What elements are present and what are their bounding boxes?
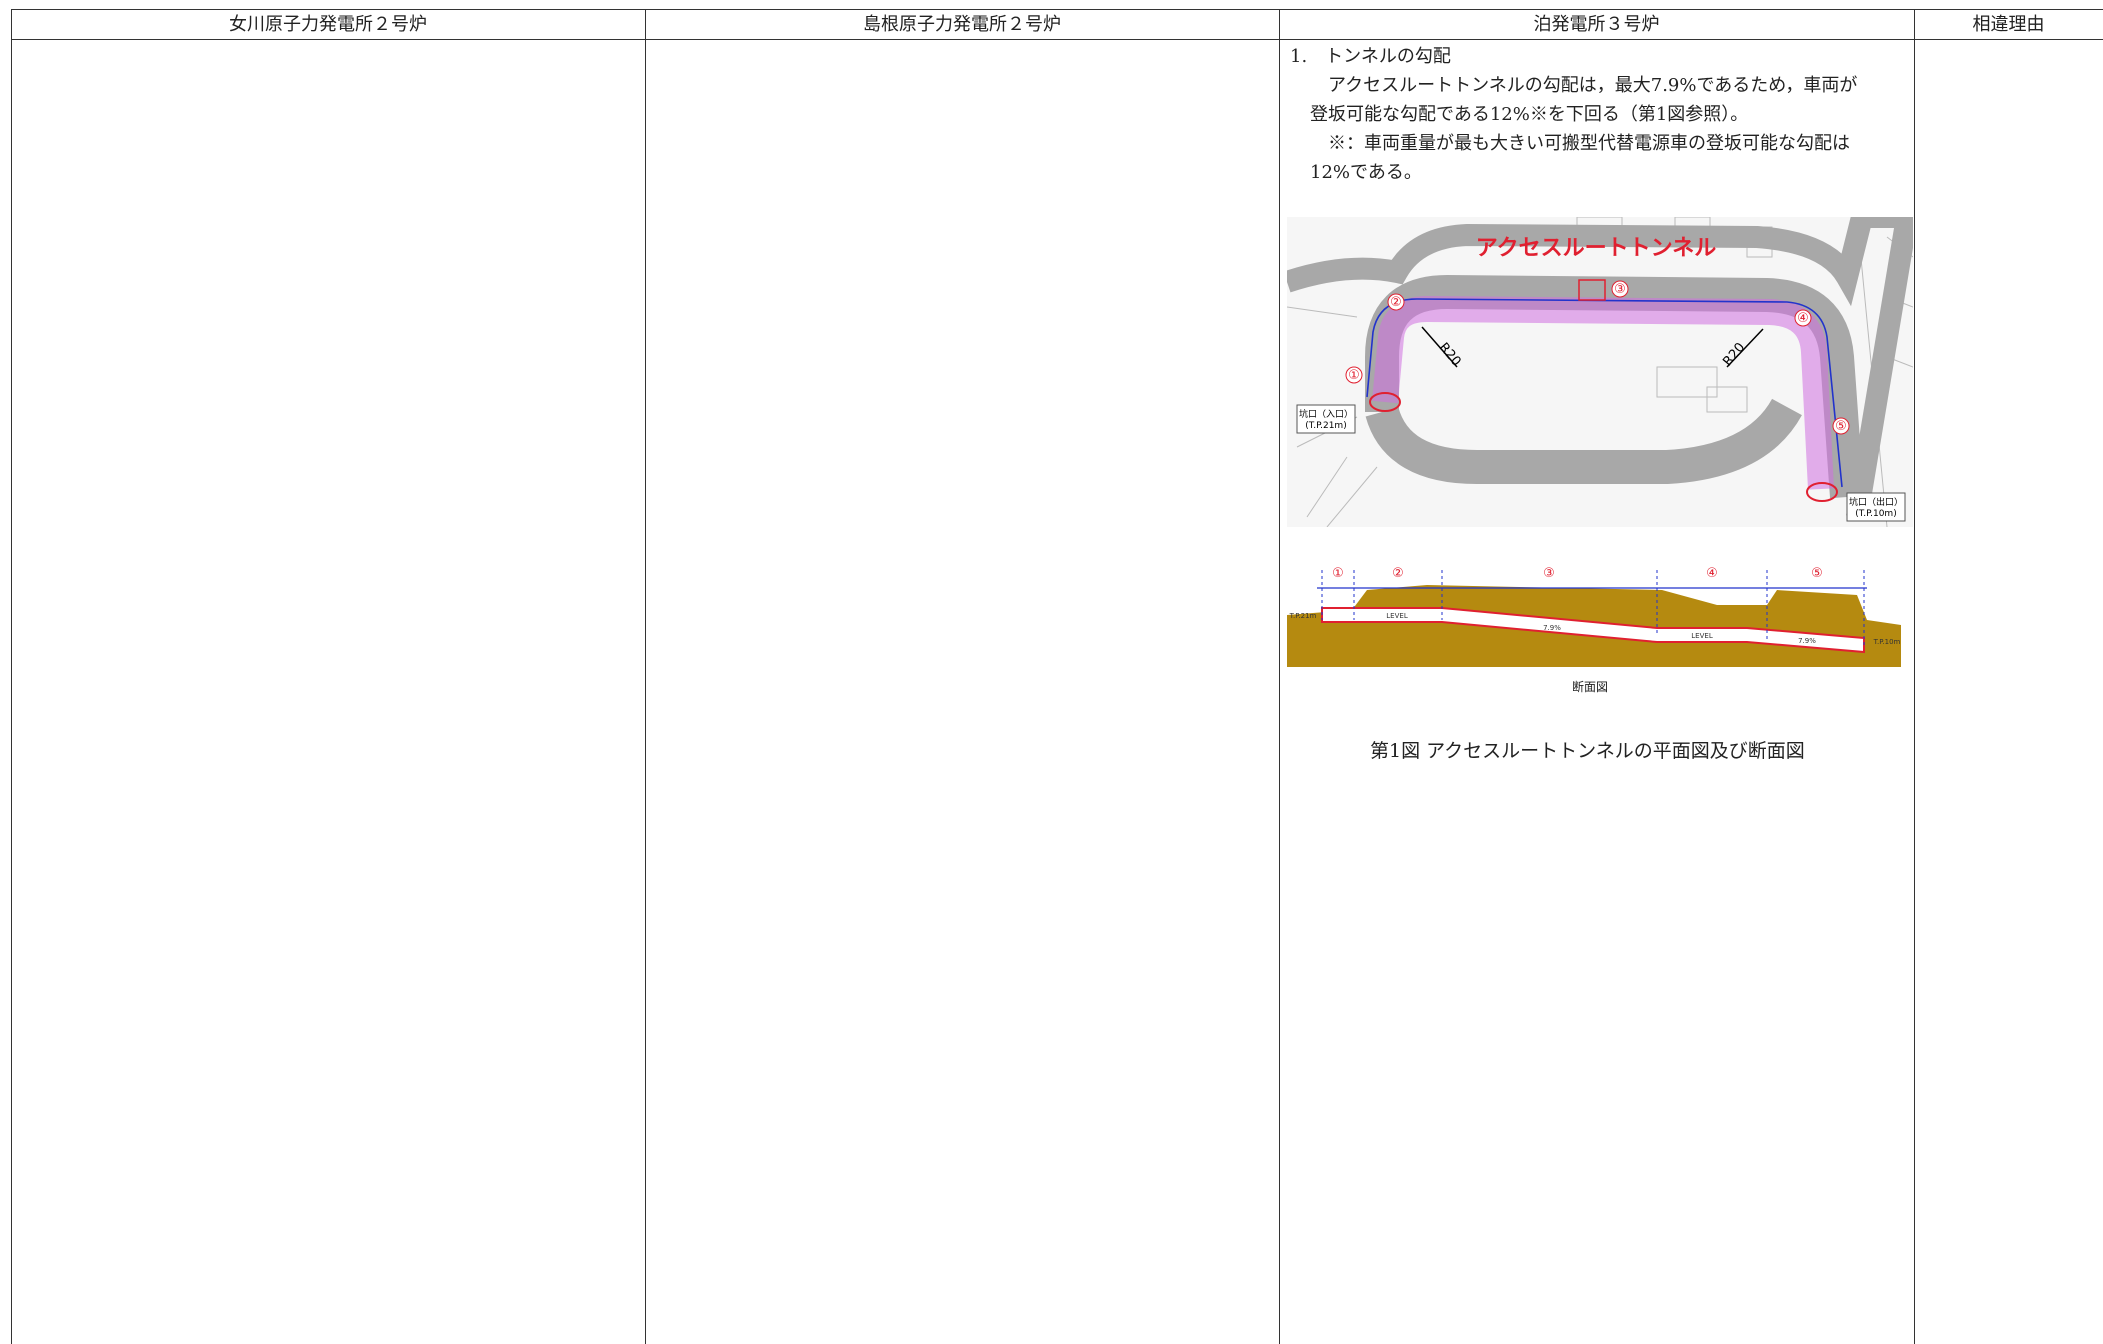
- radius-arrow: [1421, 326, 1458, 368]
- paragraph: 登坂可能な勾配である12%※を下回る（第1図参照）。: [1310, 104, 1749, 125]
- portal: [1369, 392, 1401, 412]
- number-circle: [1832, 417, 1850, 435]
- portal: [1806, 482, 1838, 502]
- number-circle: [1794, 309, 1812, 327]
- heading: 1. トンネルの勾配: [1290, 46, 1451, 67]
- section-number: ①: [1332, 566, 1344, 581]
- radius-arrow: [1726, 328, 1764, 368]
- figure-caption: 第1図 アクセスルートトンネルの平面図及び断面図: [1370, 740, 1805, 762]
- exit-label: (T.P.10m): [1855, 509, 1896, 519]
- level-label: 7.9%: [1798, 637, 1816, 645]
- entrance-label: 坑口（入口）: [1299, 408, 1353, 420]
- section-number: ③: [1614, 282, 1626, 297]
- column-header: 泊発電所３号炉: [1533, 14, 1660, 35]
- level-label: 7.9%: [1543, 624, 1561, 632]
- section-number: ④: [1706, 566, 1718, 581]
- level-label: LEVEL: [1386, 612, 1408, 620]
- label-box: [1296, 404, 1356, 434]
- level-label: T.P.21m: [1289, 612, 1317, 620]
- plan-title: アクセスルートトンネル: [1476, 236, 1716, 261]
- col-line: [1279, 9, 1281, 1344]
- section-numbers: ① ② ③ ④ ⑤: [1345, 280, 1850, 435]
- col-line: [11, 9, 13, 1344]
- level-labels: T.P.21m LEVEL 7.9% LEVEL 7.9% T.P.10m: [1289, 612, 1901, 646]
- header-bottom: [11, 39, 2103, 41]
- section-number: ②: [1392, 566, 1404, 581]
- tunnel: [1372, 295, 1834, 490]
- section-number: ③: [1543, 566, 1555, 581]
- column-header: 女川原子力発電所２号炉: [229, 14, 427, 35]
- tunnel-section: [1321, 607, 1865, 654]
- hatch: [1578, 279, 1606, 301]
- label-box: [1846, 492, 1906, 522]
- level-label: T.P.10m: [1873, 638, 1901, 646]
- section-drawing: ① ② ③ ④ ⑤ T.P.21m LEVEL 7.9% LEVEL 7.9% T.P.10m: [1287, 566, 1901, 667]
- note: 12%である。: [1310, 162, 1422, 183]
- entrance-label: (T.P.21m): [1305, 421, 1346, 431]
- section-number: ②: [1390, 295, 1402, 310]
- section-number: ①: [1348, 368, 1360, 383]
- note: ※：車両重量が最も大きい可搬型代替電源車の登坂可能な勾配は: [1328, 133, 1850, 154]
- number-circle: [1611, 280, 1629, 298]
- section-number: ⑤: [1811, 566, 1823, 581]
- table-top: [11, 9, 2103, 11]
- road: [1287, 217, 1913, 519]
- section-numbers: ① ② ③ ④ ⑤: [1332, 566, 1823, 581]
- paragraph: アクセスルートトンネルの勾配は，最大7.9%であるため，車両が: [1328, 75, 1858, 96]
- col-line: [645, 9, 647, 1344]
- number-circle: [1345, 366, 1363, 384]
- number-circle: [1387, 293, 1405, 311]
- dimension-line: [1366, 298, 1843, 488]
- column-header: 島根原子力発電所２号炉: [863, 14, 1061, 35]
- column-header: 相違理由: [1972, 14, 2045, 35]
- section-number: ⑤: [1835, 419, 1847, 434]
- section-number: ④: [1797, 311, 1809, 326]
- exit-label: 坑口（出口）: [1849, 496, 1903, 508]
- level-label: LEVEL: [1691, 632, 1713, 640]
- section-dividers: [1321, 570, 1865, 645]
- section-label: 断面図: [1572, 680, 1609, 694]
- col-line: [1914, 9, 1916, 1344]
